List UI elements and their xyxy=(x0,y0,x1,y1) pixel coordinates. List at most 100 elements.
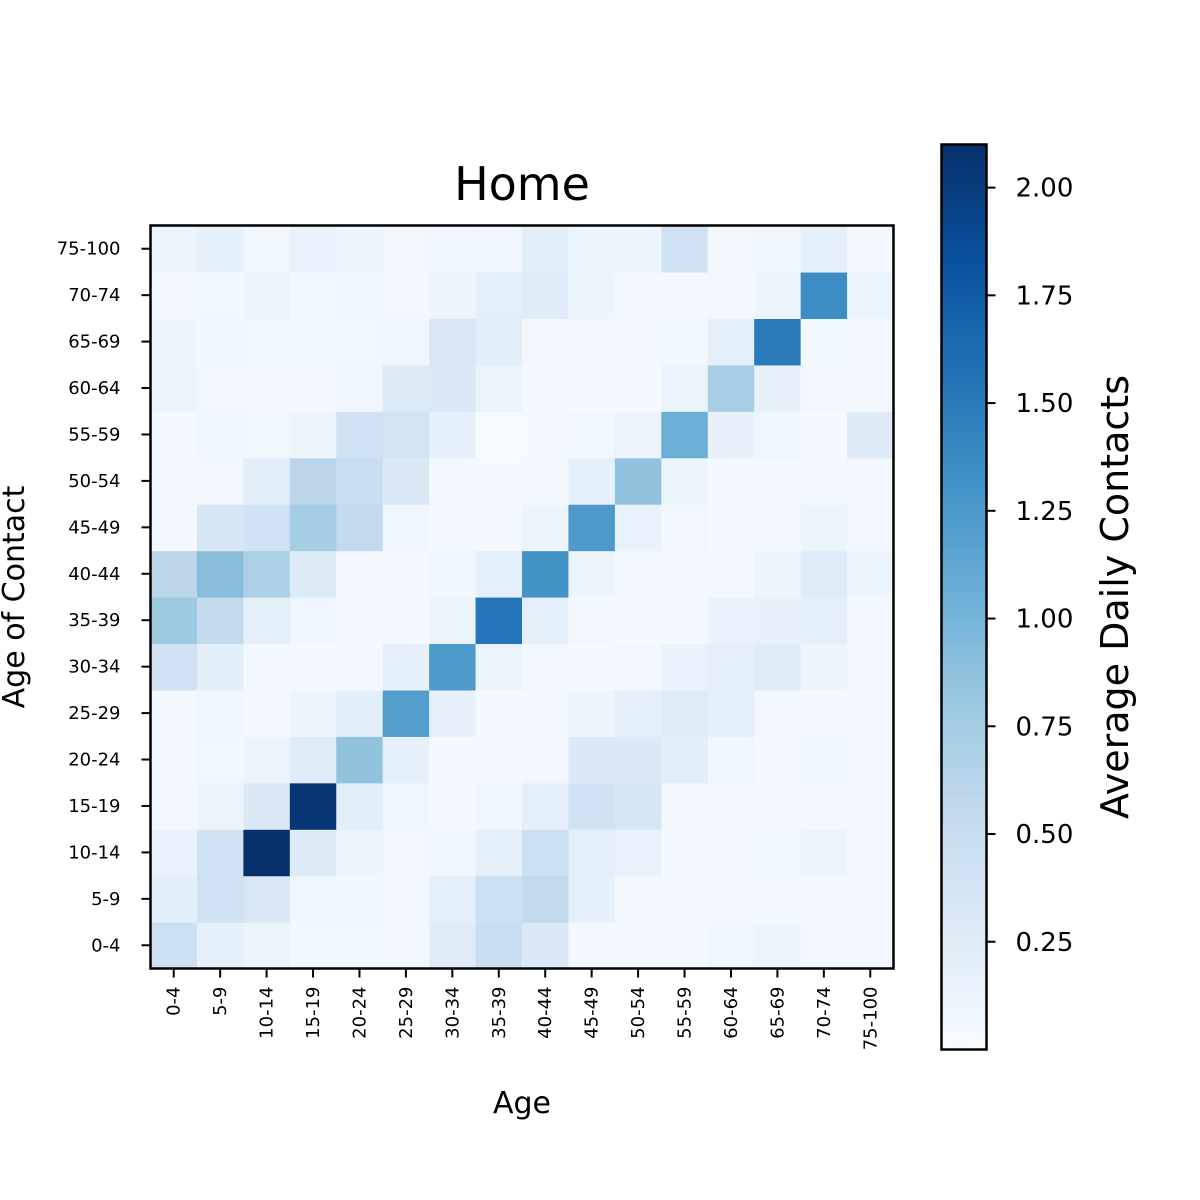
heatmap-cell xyxy=(568,364,616,412)
colorbar-ticks: 0.25 0.50 0.75 1.00 1.25 1.50 1.75 2.00 xyxy=(986,174,1074,958)
heatmap-cell xyxy=(661,689,709,737)
x-tick-label: 25-29 xyxy=(396,987,417,1039)
heatmap-cell xyxy=(336,504,384,552)
heatmap-cell xyxy=(429,225,477,273)
heatmap-cell xyxy=(289,225,337,273)
y-tick-label: 30-34 xyxy=(68,657,120,678)
heatmap-cell xyxy=(847,922,895,970)
heatmap-cell xyxy=(568,550,616,598)
y-axis-label: Age of Contact xyxy=(0,485,32,708)
heatmap-cell xyxy=(243,597,291,645)
heatmap-cell xyxy=(196,364,244,412)
heatmap-cell xyxy=(289,689,337,737)
y-tick-label: 25-29 xyxy=(68,703,120,724)
heatmap-cell xyxy=(243,364,291,412)
heatmap-cell xyxy=(475,782,523,830)
heatmap-cell xyxy=(243,643,291,691)
heatmap-cell xyxy=(800,457,848,505)
colorbar-tick-label: 0.25 xyxy=(1016,928,1074,958)
heatmap-cell xyxy=(150,875,198,923)
heatmap-cell xyxy=(800,875,848,923)
heatmap-cell xyxy=(150,504,198,552)
heatmap-cell xyxy=(196,597,244,645)
x-tick-label: 10-14 xyxy=(257,987,278,1039)
x-tick-label: 50-54 xyxy=(628,987,649,1039)
y-tick-label: 50-54 xyxy=(68,471,120,492)
heatmap-cell xyxy=(196,829,244,877)
heatmap-cell xyxy=(522,318,570,366)
heatmap-cell xyxy=(150,364,198,412)
heatmap-cells xyxy=(150,225,895,970)
heatmap-cell xyxy=(475,643,523,691)
heatmap-cell xyxy=(847,782,895,830)
heatmap-cell xyxy=(522,504,570,552)
heatmap-cell xyxy=(382,689,430,737)
heatmap-cell xyxy=(336,271,384,319)
heatmap-cell xyxy=(754,782,802,830)
heatmap-cell xyxy=(568,643,616,691)
heatmap-cell xyxy=(568,922,616,970)
heatmap-cell xyxy=(800,318,848,366)
heatmap-cell xyxy=(289,550,337,598)
heatmap-cell xyxy=(429,550,477,598)
heatmap-cell xyxy=(289,643,337,691)
heatmap-cell xyxy=(382,597,430,645)
x-tick-label: 5-9 xyxy=(210,987,231,1016)
heatmap-cell xyxy=(707,689,755,737)
heatmap-cell xyxy=(475,875,523,923)
heatmap-cell xyxy=(475,689,523,737)
x-tick-label: 30-34 xyxy=(442,987,463,1039)
heatmap-cell xyxy=(475,225,523,273)
heatmap-cell xyxy=(568,411,616,459)
y-tick-label: 35-39 xyxy=(68,610,120,631)
heatmap-cell xyxy=(289,736,337,784)
heatmap-cell xyxy=(336,225,384,273)
heatmap-cell xyxy=(800,225,848,273)
heatmap-cell xyxy=(707,736,755,784)
heatmap-cell xyxy=(382,364,430,412)
heatmap-cell xyxy=(847,411,895,459)
heatmap-cell xyxy=(614,318,662,366)
heatmap-cell xyxy=(568,225,616,273)
heatmap-cell xyxy=(568,504,616,552)
heatmap-cell xyxy=(661,318,709,366)
heatmap-cell xyxy=(196,504,244,552)
heatmap-cell xyxy=(661,875,709,923)
heatmap-cell xyxy=(522,922,570,970)
heatmap-cell xyxy=(150,225,198,273)
heatmap-cell xyxy=(150,922,198,970)
heatmap-cell xyxy=(614,364,662,412)
heatmap-cell xyxy=(754,364,802,412)
heatmap-cell xyxy=(196,550,244,598)
heatmap-cell xyxy=(614,782,662,830)
heatmap-cell xyxy=(754,271,802,319)
heatmap-cell xyxy=(289,829,337,877)
colorbar-tick-label: 1.50 xyxy=(1016,389,1074,419)
heatmap-cell xyxy=(661,829,709,877)
heatmap-cell xyxy=(382,643,430,691)
heatmap-cell xyxy=(568,318,616,366)
heatmap-cell xyxy=(847,550,895,598)
heatmap-cell xyxy=(382,504,430,552)
heatmap-cell xyxy=(336,457,384,505)
y-tick-label: 65-69 xyxy=(68,332,120,353)
heatmap-cell xyxy=(707,504,755,552)
heatmap-cell xyxy=(754,736,802,784)
heatmap-cell xyxy=(196,922,244,970)
heatmap-cell xyxy=(522,457,570,505)
heatmap-cell xyxy=(289,364,337,412)
heatmap-cell xyxy=(707,364,755,412)
colorbar-tick-label: 1.00 xyxy=(1016,605,1074,635)
heatmap-cell xyxy=(336,411,384,459)
heatmap-cell xyxy=(429,782,477,830)
heatmap-cell xyxy=(243,225,291,273)
heatmap-cell xyxy=(707,922,755,970)
heatmap-cell xyxy=(800,411,848,459)
heatmap-cell xyxy=(661,225,709,273)
heatmap-cell xyxy=(707,411,755,459)
heatmap-cell xyxy=(196,318,244,366)
heatmap-cell xyxy=(429,829,477,877)
heatmap-cell xyxy=(568,736,616,784)
heatmap-cell xyxy=(382,829,430,877)
